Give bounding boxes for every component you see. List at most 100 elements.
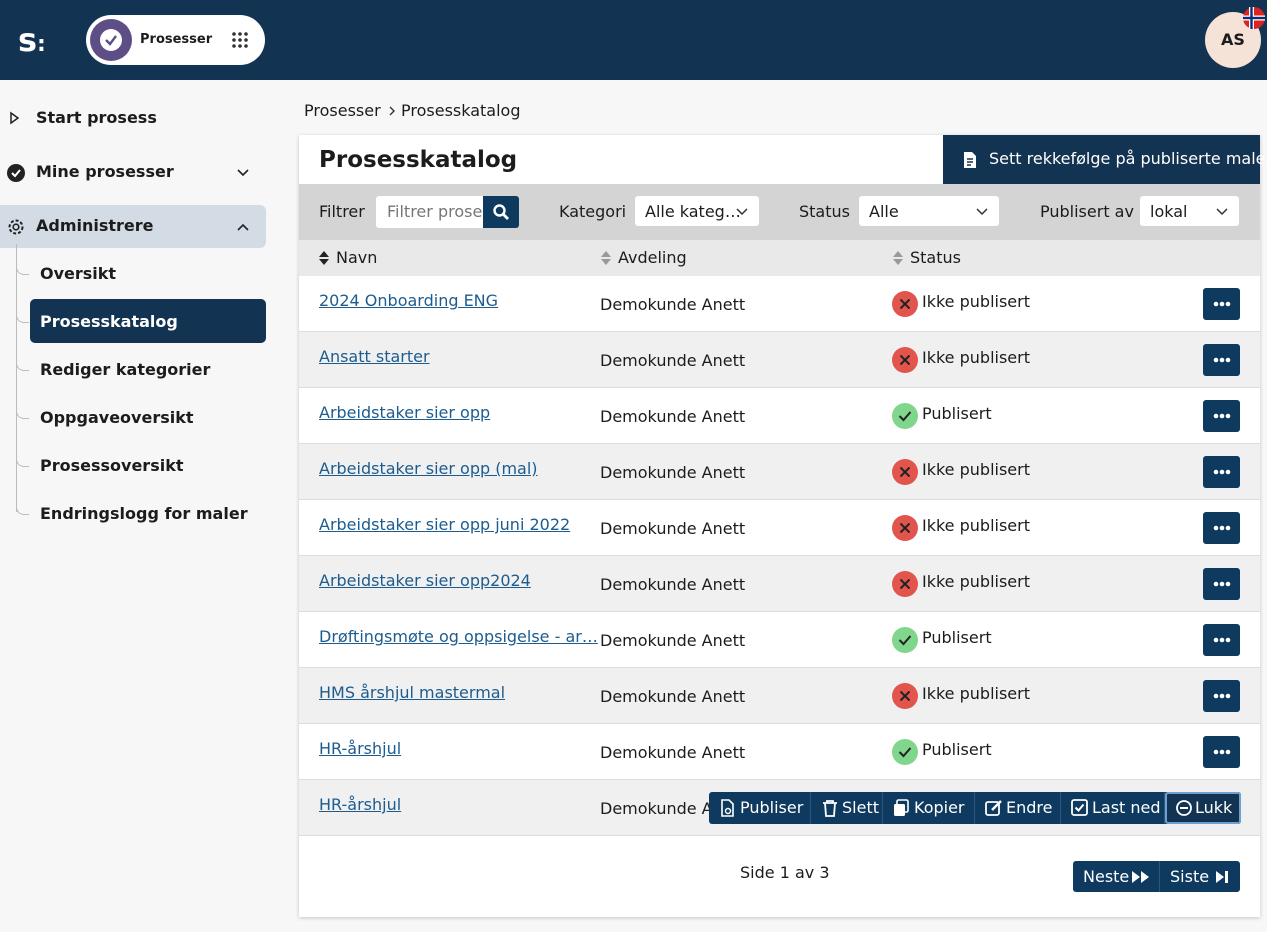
more-button[interactable] [1203,344,1240,376]
department: Demokunde Anett [600,687,746,706]
dots [1213,357,1231,363]
nav-item[interactable]: Start prosess [36,108,157,127]
nav-icon [8,219,24,235]
select-value: Alle kateg… [645,202,741,221]
table-row: Arbeidstaker sier opp2024 Demokunde Anett… [299,556,1260,612]
flag[interactable] [1242,6,1266,30]
select-chevron [736,208,748,216]
section-highlight [0,205,266,248]
page-title: Prosesskatalog [319,147,518,173]
select[interactable]: lokal [1140,196,1239,226]
action-button[interactable]: Publiser [709,792,811,824]
action-button[interactable]: Endre [975,792,1061,824]
dots [1213,413,1231,419]
nav-icon [10,111,20,125]
department: Demokunde Anett [600,407,746,426]
department: Demokunde Anett [600,463,746,482]
more-button[interactable] [1203,512,1240,544]
process-link[interactable]: HR-årshjul [319,795,402,814]
nav-sub-item[interactable]: Rediger kategorier [40,360,211,379]
action-button[interactable]: Last ned [1061,792,1165,824]
process-link[interactable]: Arbeidstaker sier opp (mal) [319,459,538,478]
select[interactable]: Alle kateg… [635,196,759,226]
tree-branch [16,292,29,323]
select-value: lokal [1150,202,1188,221]
filter-field-label: Status [799,202,850,221]
status-text: Ikke publisert [922,460,1030,479]
order-button[interactable]: Sett rekkefølge på publiserte maler [943,135,1267,184]
next-icon [1132,871,1149,883]
more-button[interactable] [1203,680,1240,712]
process-link[interactable]: HR-årshjul [319,739,402,758]
action-icon [1071,799,1088,816]
status-text: Publisert [922,740,992,759]
app-switcher[interactable]: Prosesser [86,15,265,65]
more-button[interactable] [1203,456,1240,488]
more-button[interactable] [1203,624,1240,656]
department: Demokunde Anett [600,295,746,314]
more-button[interactable] [1203,568,1240,600]
nav-item[interactable]: Administrere [36,216,154,235]
search-button[interactable] [483,196,519,228]
tree-line [16,248,17,512]
breadcrumb-sep [389,106,395,116]
action-icon [894,799,909,816]
select[interactable]: Alle [859,196,999,226]
nav-sub-item[interactable]: Endringslogg for maler [40,504,248,523]
status-icon [892,739,918,765]
nav-item[interactable]: Mine prosesser [36,162,174,181]
department: Demokunde Anett [600,799,746,818]
last-icon [1216,871,1228,883]
more-button[interactable] [1203,400,1240,432]
avatar-initials: AS [1221,30,1245,49]
status-icon [892,515,918,541]
process-link[interactable]: HMS årshjul mastermal [319,683,506,702]
dots [1213,693,1231,699]
logo[interactable]: s: [18,21,46,59]
more-button[interactable] [1203,288,1240,320]
status-text: Ikke publisert [922,292,1030,311]
column-header[interactable]: Avdeling [618,248,687,267]
breadcrumb-link[interactable]: Prosesser [304,101,381,120]
status-icon [892,347,918,373]
process-link[interactable]: Arbeidstaker sier opp2024 [319,571,531,590]
nav-sub-item[interactable]: Oversikt [40,264,117,283]
next-button[interactable]: Neste [1073,861,1160,892]
process-link[interactable]: 2024 Onboarding ENG [319,291,499,310]
filter-bar: Filtrer Filtrer prose Kategori Alle kateg… S… [299,184,1260,240]
status-text: Ikke publisert [922,348,1030,367]
last-label: Siste [1170,867,1210,886]
column-header[interactable]: Status [910,248,961,267]
action-label: Endre [1006,798,1053,817]
action-icon [823,800,837,817]
status-text: Ikke publisert [922,572,1030,591]
last-button[interactable]: Siste [1160,861,1240,892]
filter-input[interactable]: Filtrer prose [376,196,484,228]
status-text: Publisert [922,404,992,423]
action-button[interactable]: Slett [811,792,883,824]
process-link[interactable]: Ansatt starter [319,347,430,366]
nav-sub-item[interactable]: Prosessoversikt [40,456,184,475]
filter-label: Filtrer [319,202,365,221]
nav-sub-item[interactable]: Oppgaveoversikt [40,408,194,427]
status-icon [892,403,918,429]
action-label: Last ned [1092,798,1161,817]
table-row: 2024 Onboarding ENG Demokunde Anett Ikke p… [299,276,1260,332]
tree-branch [16,484,29,515]
more-button[interactable] [1203,736,1240,768]
table-row: Arbeidstaker sier opp juni 2022 Demokunde… [299,500,1260,556]
process-link[interactable]: Drøftingsmøte og oppsigelse - ar… [319,627,598,646]
search-icon [493,204,509,220]
action-button[interactable]: Kopier [883,792,975,824]
process-link[interactable]: Arbeidstaker sier opp [319,403,491,422]
select-chevron [1216,208,1228,216]
action-label: Publiser [740,798,804,817]
department: Demokunde Anett [600,351,746,370]
dots [1213,525,1231,531]
app-name: Prosesser [140,32,213,47]
nav-sub-item[interactable]: Prosesskatalog [40,312,178,331]
process-link[interactable]: Arbeidstaker sier opp juni 2022 [319,515,571,534]
action-button[interactable]: Lukk [1165,792,1241,824]
column-header[interactable]: Navn [336,248,378,267]
